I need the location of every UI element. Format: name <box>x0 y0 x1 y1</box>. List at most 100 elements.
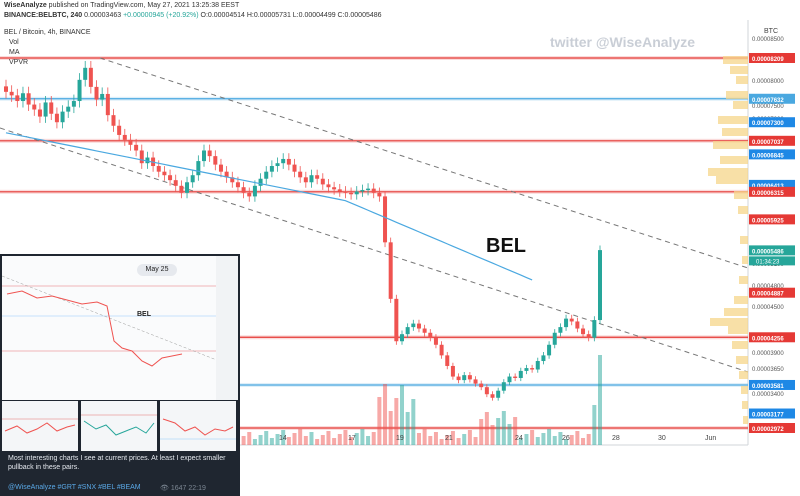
price-label-text: 0.00004256 <box>752 336 784 342</box>
candle-body <box>128 139 133 145</box>
x-tick-label: 30 <box>658 435 666 442</box>
trend-line-upper <box>99 57 749 269</box>
tweet-chart-image[interactable]: May 25 BEL <box>2 256 238 400</box>
vpvr-bar <box>740 236 748 244</box>
tweet-popup[interactable]: May 25 BEL Most interesting charts I see… <box>0 254 240 496</box>
volume-bar <box>349 437 354 445</box>
candle-body <box>49 102 54 114</box>
candle-body <box>349 192 354 195</box>
candle-body <box>394 298 399 342</box>
indicator-vpvr[interactable]: VPVR <box>9 59 29 66</box>
candle-body <box>179 185 184 193</box>
candle-body <box>598 250 602 321</box>
vpvr-bar <box>738 206 748 214</box>
candle-body <box>258 178 263 186</box>
candle-body <box>513 376 518 378</box>
watermark: twitter @WiseAnalyze <box>550 34 696 50</box>
countdown-text: 01:34:23 <box>756 259 780 265</box>
candle-body <box>54 113 59 123</box>
vpvr-bar <box>733 101 748 109</box>
candle-body <box>530 368 535 370</box>
candle-body <box>26 93 31 105</box>
candle-body <box>281 158 286 164</box>
candle-body <box>60 111 65 123</box>
candle-body <box>94 86 99 100</box>
volume-bar <box>315 439 320 445</box>
thumbnail-graphic <box>81 414 157 436</box>
y-tick-label: 0.00008000 <box>752 79 784 85</box>
volume-bar <box>530 430 535 445</box>
tweet-hashtags[interactable]: @WiseAnalyze #GRT #SNX #BEL #BEAM <box>8 484 141 491</box>
tweet-thumbnail[interactable] <box>2 401 78 451</box>
vpvr-bar <box>708 168 748 176</box>
candle-body <box>337 189 342 192</box>
price-label-text: 0.00003581 <box>752 384 784 390</box>
volume-bar <box>258 435 263 445</box>
candle-body <box>100 93 105 100</box>
price-label-box <box>749 408 795 419</box>
volume-bar <box>598 355 602 445</box>
publish-info: published on TradingView.com, May 27, 20… <box>46 2 240 9</box>
volume-bar <box>586 434 591 445</box>
volume-bar <box>366 436 371 445</box>
volume-bar <box>535 437 540 445</box>
x-tick-label: 21 <box>445 435 453 442</box>
volume-bar <box>309 432 314 445</box>
volume-bar <box>326 431 331 445</box>
volume-bar <box>320 435 325 445</box>
x-tick-label: 26 <box>562 435 570 442</box>
y-tick-label: 0.00003400 <box>752 392 784 398</box>
volume-bar <box>416 433 421 445</box>
vpvr-bar <box>739 276 748 284</box>
tweet-thumbnail[interactable] <box>81 401 157 451</box>
thumbnail-graphic <box>160 418 236 440</box>
candle-body <box>343 191 348 193</box>
vpvr-bar <box>723 56 748 64</box>
volume-bar <box>439 439 444 445</box>
indicator-vol[interactable]: Vol <box>9 39 19 46</box>
volume-bar <box>513 417 518 445</box>
tweet-thumbnail[interactable] <box>160 401 236 451</box>
price-label-box <box>749 149 795 160</box>
volume-bar <box>507 424 512 445</box>
vpvr-bar <box>713 141 748 149</box>
candle-body <box>496 390 501 398</box>
tweet-chart-thumbnail <box>2 256 238 400</box>
countdown-box <box>749 256 795 266</box>
ohlc-values: O:0.00004514 H:0.00005731 L:0.00004499 C… <box>200 12 382 19</box>
volume-bar <box>269 438 274 445</box>
volume-bar <box>383 384 388 445</box>
author-name[interactable]: WiseAnalyze <box>4 2 47 9</box>
indicator-ma[interactable]: MA <box>9 49 20 56</box>
volume-bar <box>445 435 450 445</box>
moving-average-line <box>5 132 533 281</box>
vpvr-bar <box>742 256 748 264</box>
open-value: 0.00003463 <box>84 12 122 19</box>
candle-body <box>117 125 122 135</box>
y-tick-label: 0.00008500 <box>752 37 784 43</box>
volume-bar <box>292 433 297 445</box>
candle-body <box>275 163 280 167</box>
symbol-name: BINANCE:BELBTC, 240 <box>4 12 83 19</box>
volume-bar <box>467 430 472 445</box>
volume-bar <box>360 429 365 445</box>
volume-bar <box>286 437 291 445</box>
price-label-text: 0.00003177 <box>752 413 784 419</box>
candle-body <box>450 365 455 377</box>
volume-bar <box>524 434 529 445</box>
vpvr-bar <box>710 318 748 326</box>
volume-bar <box>281 430 286 445</box>
candle-body <box>564 318 569 328</box>
candle-body <box>439 344 444 356</box>
vpvr-bar <box>739 371 748 379</box>
candle-body <box>473 379 478 384</box>
candle-body <box>501 382 506 391</box>
candle-body <box>66 106 71 112</box>
y-tick-label: 0.00003650 <box>752 367 784 373</box>
candle-body <box>20 93 25 102</box>
candle-body <box>428 332 433 338</box>
volume-bar <box>501 411 506 445</box>
tweet-text: Most interesting charts I see at current… <box>8 455 226 471</box>
candle-body <box>547 344 552 356</box>
volume-bar <box>541 433 546 445</box>
